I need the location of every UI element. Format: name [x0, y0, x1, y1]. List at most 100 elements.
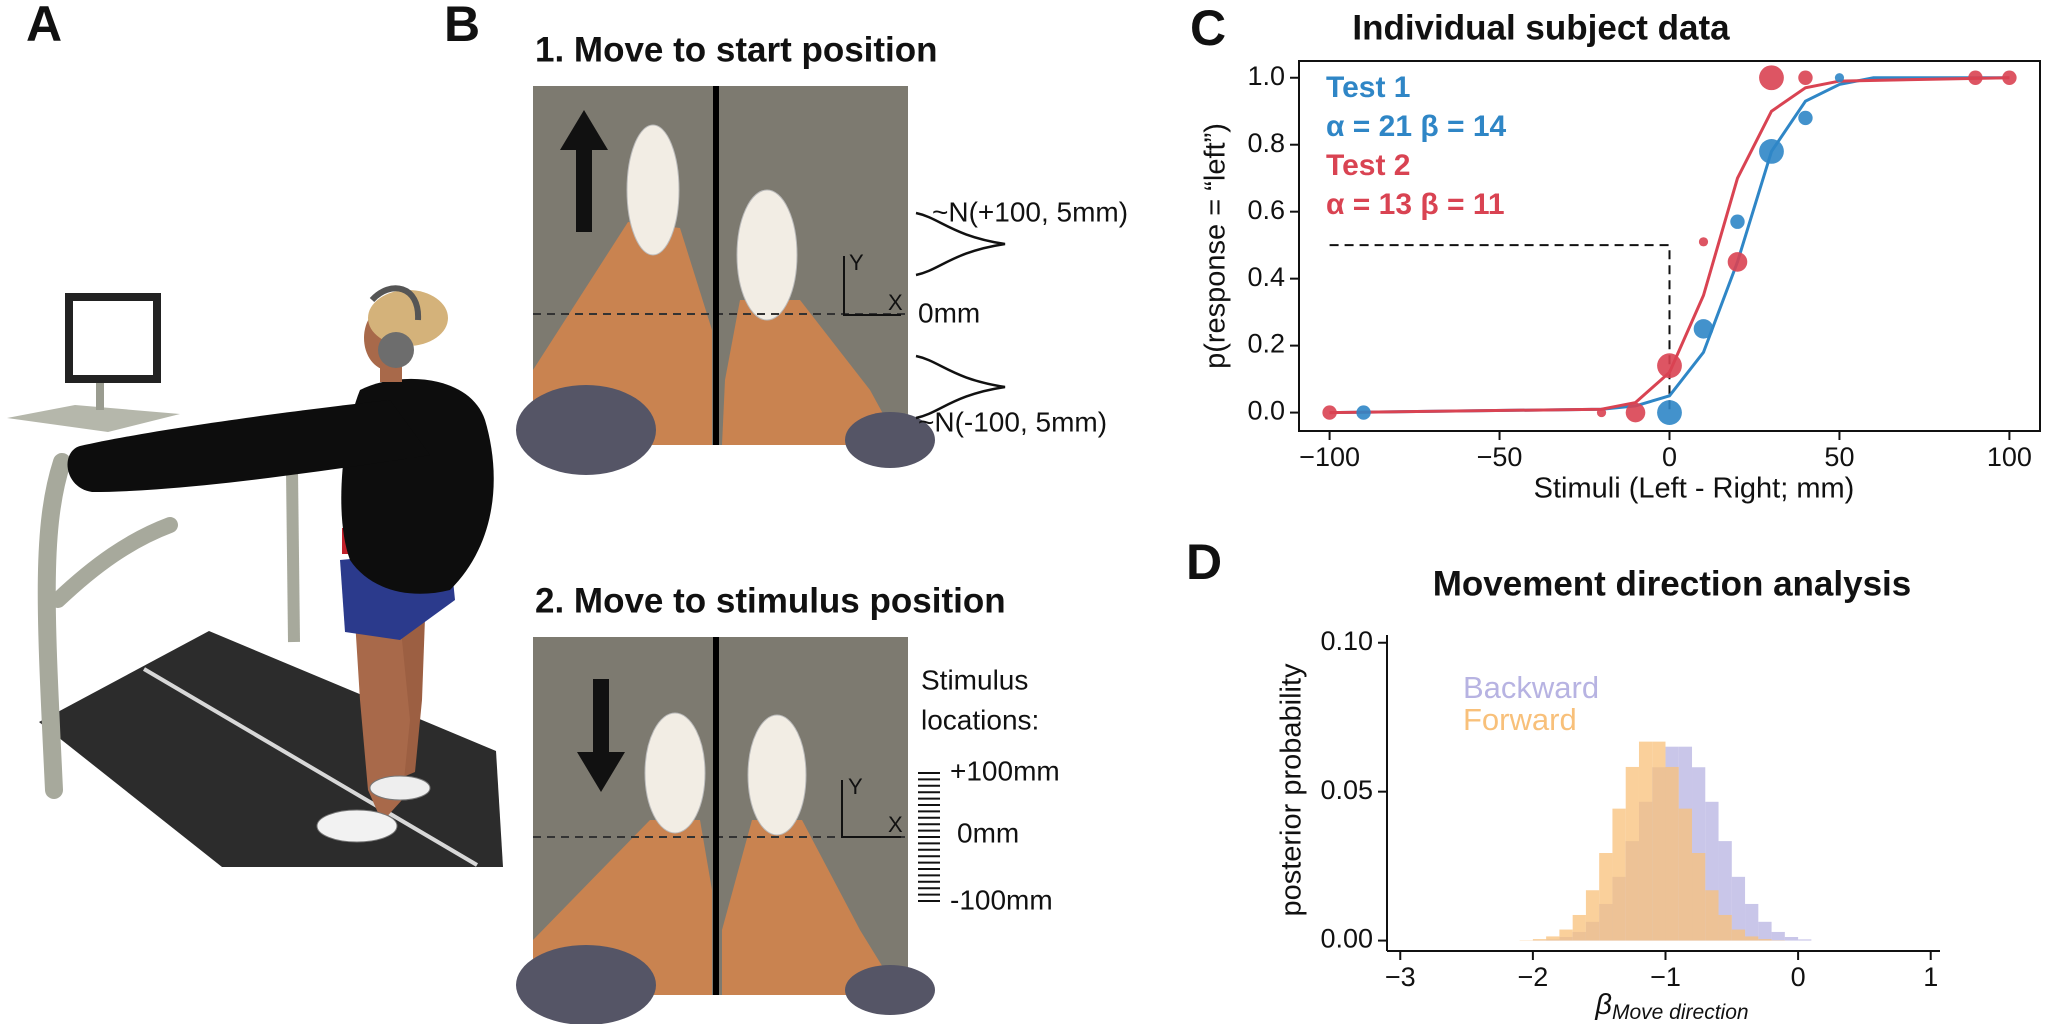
y-tick-label: 0.4 — [1247, 262, 1285, 292]
step-2: 2. Move to stimulus position Y X Stimulu… — [516, 581, 1060, 1024]
arm — [67, 400, 430, 492]
y-tick-label: 1.0 — [1247, 61, 1285, 91]
gaussian — [915, 354, 1006, 420]
data-point — [1798, 70, 1813, 85]
data-point — [1968, 70, 1983, 85]
legend-annotation: α = 13 β = 11 — [1326, 188, 1505, 221]
position-label: 0mm — [918, 297, 980, 328]
histogram-bar — [1718, 914, 1732, 941]
shorts — [516, 945, 656, 1024]
y-axis-label: posterior probability — [1276, 663, 1308, 917]
histogram-bar — [1599, 853, 1613, 941]
data-point — [1625, 402, 1646, 423]
shorts — [845, 412, 935, 468]
shorts — [845, 965, 935, 1015]
arrow-head — [577, 752, 625, 792]
step-title: 2. Move to stimulus position — [535, 581, 1006, 620]
data-point — [1759, 139, 1784, 164]
histogram-bar — [1638, 741, 1653, 941]
x-axis-label: Stimuli (Left - Right; mm) — [1534, 473, 1855, 505]
histogram-bar — [1625, 766, 1639, 941]
panel-label: D — [1186, 534, 1222, 590]
plot-frame — [1298, 60, 2041, 432]
histogram-bar — [1665, 766, 1679, 941]
distribution-label: ~N(-100, 5mm) — [918, 406, 1107, 437]
x-tick-label: 50 — [1824, 442, 1854, 472]
data-point — [1596, 407, 1607, 418]
histogram-bar — [1731, 929, 1746, 941]
histogram-bar — [1692, 853, 1706, 941]
frame — [50, 517, 178, 608]
shoe — [369, 775, 431, 801]
y-tick-label: 0.0 — [1247, 396, 1285, 426]
histogram-bar — [1771, 931, 1785, 941]
histogram-bar — [1798, 939, 1812, 941]
leg — [355, 620, 410, 822]
histogram-bar — [1612, 808, 1626, 941]
data-point — [1693, 319, 1714, 339]
stimulus-label: Stimulus — [921, 664, 1028, 695]
histogram-bar — [1745, 936, 1759, 941]
shoe — [644, 712, 706, 834]
data-point — [1798, 110, 1813, 126]
legend-entry: Test 2 — [1326, 149, 1410, 182]
headphone-band — [369, 285, 422, 321]
y-tick-label: 0.10 — [1320, 626, 1373, 656]
arrow-head — [560, 110, 608, 150]
data-point — [1356, 405, 1371, 420]
data-point — [1727, 252, 1748, 272]
belt-stripe — [142, 667, 479, 867]
histogram-bar — [1745, 903, 1759, 941]
histogram-bar — [1559, 929, 1573, 941]
x-axis-subscript: Move direction — [1612, 1001, 1749, 1024]
histogram-bar — [1572, 914, 1586, 941]
hair — [368, 290, 448, 346]
frame — [286, 469, 300, 643]
panel-label: C — [1190, 0, 1226, 56]
data-point — [1698, 237, 1709, 247]
data-point — [1834, 73, 1845, 83]
legend-entry: Forward — [1463, 702, 1577, 737]
y-axis-label: p(response = “left”) — [1200, 123, 1232, 369]
axes-icon — [841, 780, 901, 838]
y-tick-label: 0.8 — [1247, 128, 1285, 158]
histogram-bar — [1532, 939, 1547, 941]
x-tick-label: 0 — [1662, 442, 1677, 472]
axis-y-label: Y — [849, 250, 864, 275]
setup-illustration — [7, 285, 503, 867]
position-label: -100mm — [950, 884, 1053, 915]
stimulus-ticks — [918, 772, 940, 902]
axis-x-label: X — [888, 812, 903, 837]
step-1: 1. Move to start position Y X ~N(+100, 5… — [516, 30, 1128, 475]
x-axis-symbol: β — [1594, 989, 1612, 1021]
y-tick-label: 0.2 — [1247, 329, 1285, 359]
shorts — [516, 385, 656, 475]
shoe — [747, 714, 807, 836]
reference-line — [1329, 244, 1671, 413]
fit-curve — [1329, 76, 2010, 415]
y-tick-label: 0.6 — [1247, 195, 1285, 225]
leg — [722, 300, 900, 445]
shoe — [736, 189, 798, 321]
legend-annotation: α = 21 β = 14 — [1326, 110, 1507, 143]
data-point — [1657, 353, 1682, 379]
x-tick-label: −100 — [1299, 442, 1360, 472]
legend-entry: Test 1 — [1326, 71, 1410, 104]
x-tick-label: −50 — [1477, 442, 1523, 472]
y-tick-label: 0.00 — [1320, 924, 1373, 954]
histogram-bar — [1652, 741, 1666, 941]
histogram-bar — [1758, 921, 1772, 941]
frame — [37, 453, 71, 799]
step-title: 1. Move to start position — [535, 30, 938, 69]
x-tick-label: 0 — [1791, 962, 1806, 992]
axis-y-label: Y — [848, 774, 863, 799]
shoe — [316, 809, 398, 843]
x-tick-label: −2 — [1517, 962, 1548, 992]
treadmill-belt — [39, 631, 503, 867]
data-point — [2002, 70, 2017, 85]
data-point — [1730, 214, 1745, 229]
data-point — [1759, 65, 1784, 91]
panel-label: A — [26, 0, 62, 52]
